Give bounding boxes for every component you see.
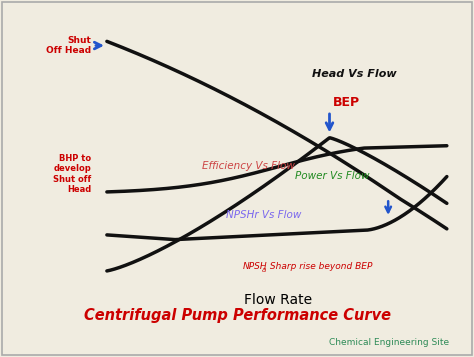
Text: BHP to
develop
Shut off
Head: BHP to develop Shut off Head xyxy=(53,154,91,194)
Text: Efficiency Vs Flow: Efficiency Vs Flow xyxy=(202,161,295,171)
Text: Shut
Off Head: Shut Off Head xyxy=(46,36,91,55)
Text: Centrifugal Pump Performance Curve: Centrifugal Pump Performance Curve xyxy=(83,308,391,323)
Text: Power Vs Flow: Power Vs Flow xyxy=(295,171,370,181)
Text: Flow Rate: Flow Rate xyxy=(244,293,312,307)
Text: NPSHr Vs Flow: NPSHr Vs Flow xyxy=(226,210,301,220)
Text: a: a xyxy=(262,267,266,273)
Text: BEP: BEP xyxy=(333,96,360,109)
Text: Sharp rise beyond BEP: Sharp rise beyond BEP xyxy=(267,262,373,271)
Text: Head Vs Flow: Head Vs Flow xyxy=(312,69,397,79)
Text: NPSH: NPSH xyxy=(243,262,268,271)
Text: Chemical Engineering Site: Chemical Engineering Site xyxy=(328,338,449,347)
